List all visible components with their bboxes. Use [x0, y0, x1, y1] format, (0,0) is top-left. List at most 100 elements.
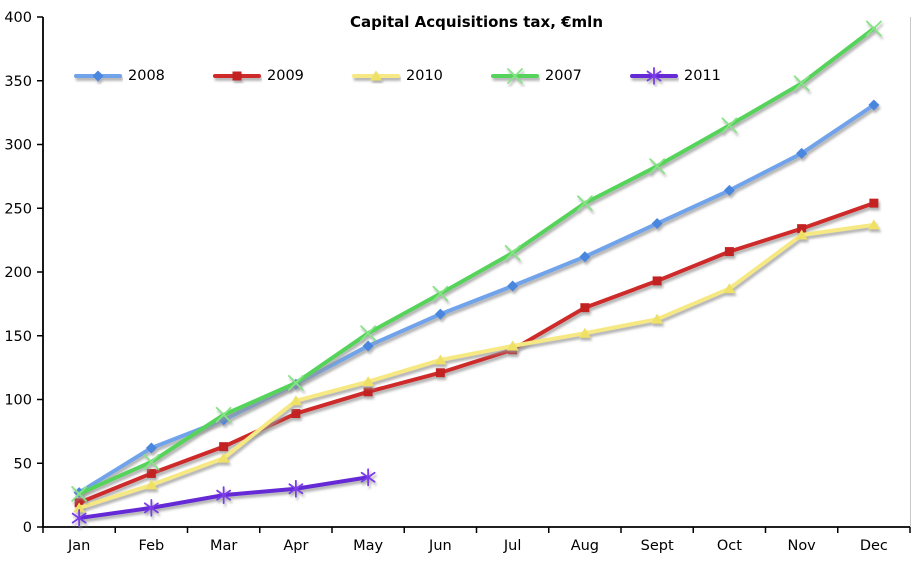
diamond-marker-icon [651, 218, 663, 230]
chart-legend: 2008 2009 2010 2007 2011 [0, 66, 914, 88]
square-marker-icon [435, 368, 445, 378]
square-marker-icon [363, 387, 373, 397]
x-marker-icon [287, 375, 304, 391]
x-marker-icon [576, 195, 593, 212]
triangle-marker-icon [289, 395, 302, 406]
y-tick-label: 100 [4, 393, 32, 409]
diamond-marker-icon [145, 442, 157, 454]
legend-swatch-2008 [74, 70, 122, 82]
triangle-marker-icon [723, 283, 736, 294]
diamond-marker-icon [92, 70, 104, 82]
diamond-marker-icon [579, 251, 591, 263]
triangle-marker-icon [795, 229, 808, 240]
diamond-marker-icon [723, 184, 735, 196]
x-marker-icon [721, 117, 738, 134]
x-marker-icon [360, 325, 377, 342]
chart-title: Capital Acquisitions tax, €mln [349, 13, 603, 31]
x-marker-icon [432, 285, 449, 302]
x-tick-label: Dec [860, 538, 888, 554]
asterisk-marker-icon [216, 486, 232, 505]
series-2009 [74, 198, 879, 508]
triangle-marker-icon [370, 70, 382, 81]
asterisk-marker-icon [360, 468, 376, 487]
legend-item-2010: 2010 [351, 66, 443, 86]
diamond-marker-icon [796, 147, 808, 159]
triangle-marker-icon [651, 313, 664, 324]
x-tick-label: May [353, 538, 383, 554]
legend-swatch-2009 [213, 71, 261, 81]
x-tick-label: Aug [571, 538, 599, 554]
series-line-2010 [77, 222, 876, 510]
y-tick-label: 150 [4, 329, 32, 345]
series-2011 [71, 468, 376, 527]
asterisk-marker-icon [143, 498, 159, 517]
y-tick-label: 0 [23, 520, 32, 536]
square-marker-icon [724, 247, 734, 257]
legend-item-2008: 2008 [73, 66, 165, 86]
triangle-marker-icon [217, 452, 230, 463]
y-tick-label: 200 [4, 265, 32, 281]
legend-label-2011: 2011 [684, 68, 721, 84]
triangle-marker-icon [578, 327, 591, 338]
triangle-marker-icon [506, 340, 519, 351]
series-line-2008 [77, 102, 876, 495]
triangle-marker-icon [73, 502, 86, 513]
x-marker-icon [649, 158, 666, 175]
y-tick-label: 350 [4, 74, 32, 90]
triangle-marker-icon [434, 354, 447, 365]
diamond-marker-icon [507, 280, 519, 292]
legend-label-2008: 2008 [128, 68, 165, 84]
square-marker-icon [291, 409, 301, 419]
series-line-2007 [77, 26, 876, 496]
triangle-marker-icon [145, 479, 158, 490]
legend-swatch-2010 [352, 70, 400, 81]
x-marker-icon [71, 485, 88, 502]
x-tick-label: Jan [67, 538, 90, 554]
x-tick-label: Jun [428, 538, 452, 554]
legend-label-2010: 2010 [406, 68, 443, 84]
x-tick-label: Sept [641, 538, 674, 554]
x-tick-label: Oct [717, 538, 742, 554]
square-marker-icon [219, 442, 229, 452]
x-marker-icon [504, 244, 521, 261]
x-marker-icon [865, 20, 882, 37]
y-tick-label: 50 [14, 456, 32, 472]
x-tick-label: Jul [503, 538, 522, 554]
square-marker-icon [146, 468, 156, 478]
x-marker-icon [793, 75, 810, 92]
square-marker-icon [580, 303, 590, 313]
diamond-marker-icon [362, 340, 374, 352]
square-marker-icon [869, 198, 879, 208]
legend-item-2009: 2009 [212, 66, 304, 86]
square-marker-icon [797, 224, 807, 234]
asterisk-marker-icon [288, 479, 304, 498]
legend-swatch-2011 [630, 67, 678, 85]
series-2008 [73, 99, 880, 499]
legend-label-2009: 2009 [267, 68, 304, 84]
legend-item-2007: 2007 [490, 66, 582, 86]
axes: 0 50 100 150 200 250 300 350 400 Jan Feb Mar Apr May J… [4, 10, 911, 554]
diamond-marker-icon [434, 308, 446, 320]
legend-swatch-2007 [491, 68, 539, 84]
x-tick-label: Feb [139, 538, 165, 554]
square-marker-icon [652, 276, 662, 286]
y-tick-label: 300 [4, 138, 32, 154]
y-tick-label: 250 [4, 201, 32, 217]
x-tick-label: Mar [210, 538, 237, 554]
x-marker-icon [143, 454, 160, 470]
legend-item-2011: 2011 [629, 66, 721, 86]
x-marker-icon [507, 68, 523, 84]
series-2010 [73, 219, 880, 513]
y-tick-label: 400 [4, 10, 32, 26]
x-tick-label: Nov [787, 538, 816, 554]
x-tick-label: Apr [283, 538, 308, 554]
series-line-2009 [77, 201, 876, 505]
series-2007 [71, 20, 882, 502]
triangle-marker-icon [362, 376, 375, 387]
asterisk-marker-icon [71, 509, 87, 527]
triangle-marker-icon [867, 219, 880, 230]
diamond-marker-icon [868, 99, 880, 111]
x-marker-icon [215, 406, 232, 423]
